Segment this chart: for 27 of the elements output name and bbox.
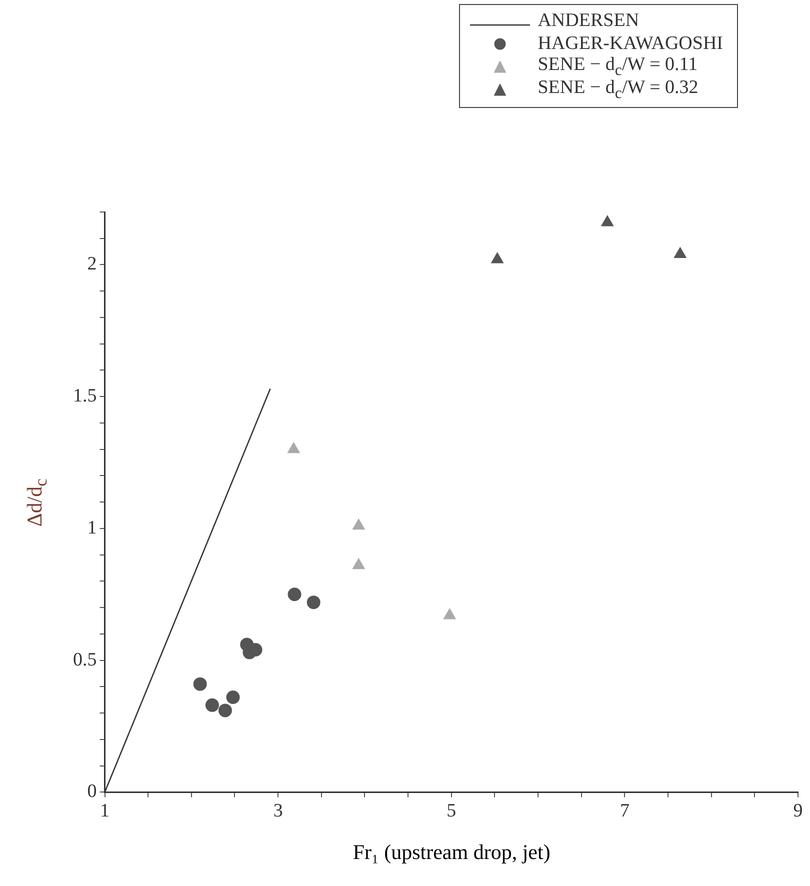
point bbox=[674, 247, 686, 258]
point bbox=[193, 677, 207, 691]
point bbox=[352, 519, 365, 530]
point bbox=[205, 698, 219, 712]
point bbox=[352, 558, 365, 570]
x-tick-label: 9 bbox=[793, 800, 803, 822]
point bbox=[601, 216, 614, 226]
y-tick-label: 1 bbox=[87, 517, 97, 538]
y-tick-label: 0 bbox=[87, 781, 97, 802]
x-axis-title: Fr₁ (upstream drop, jet) bbox=[352, 840, 550, 866]
point bbox=[306, 596, 320, 610]
legend-label: SENE − d$_{c}$/W = 0.32 bbox=[538, 76, 698, 102]
legend-label: SENE − d$_{c}$/W = 0.11 bbox=[538, 54, 698, 78]
point bbox=[491, 252, 504, 264]
legend-label: ANDERSEN bbox=[538, 10, 640, 32]
y-tick-label: 0.5 bbox=[73, 649, 97, 670]
y-tick-label: 2 bbox=[87, 254, 97, 275]
point bbox=[288, 442, 300, 454]
point bbox=[218, 704, 232, 718]
legend-label: HAGER-KAWAGOSHI bbox=[538, 32, 723, 54]
point bbox=[288, 588, 302, 602]
point bbox=[444, 608, 456, 620]
point bbox=[226, 690, 240, 704]
x-tick-label: 3 bbox=[273, 800, 283, 822]
y-tick-label: 1.5 bbox=[73, 386, 97, 407]
x-tick-label: 5 bbox=[446, 800, 456, 822]
x-tick-label: 7 bbox=[620, 800, 630, 822]
